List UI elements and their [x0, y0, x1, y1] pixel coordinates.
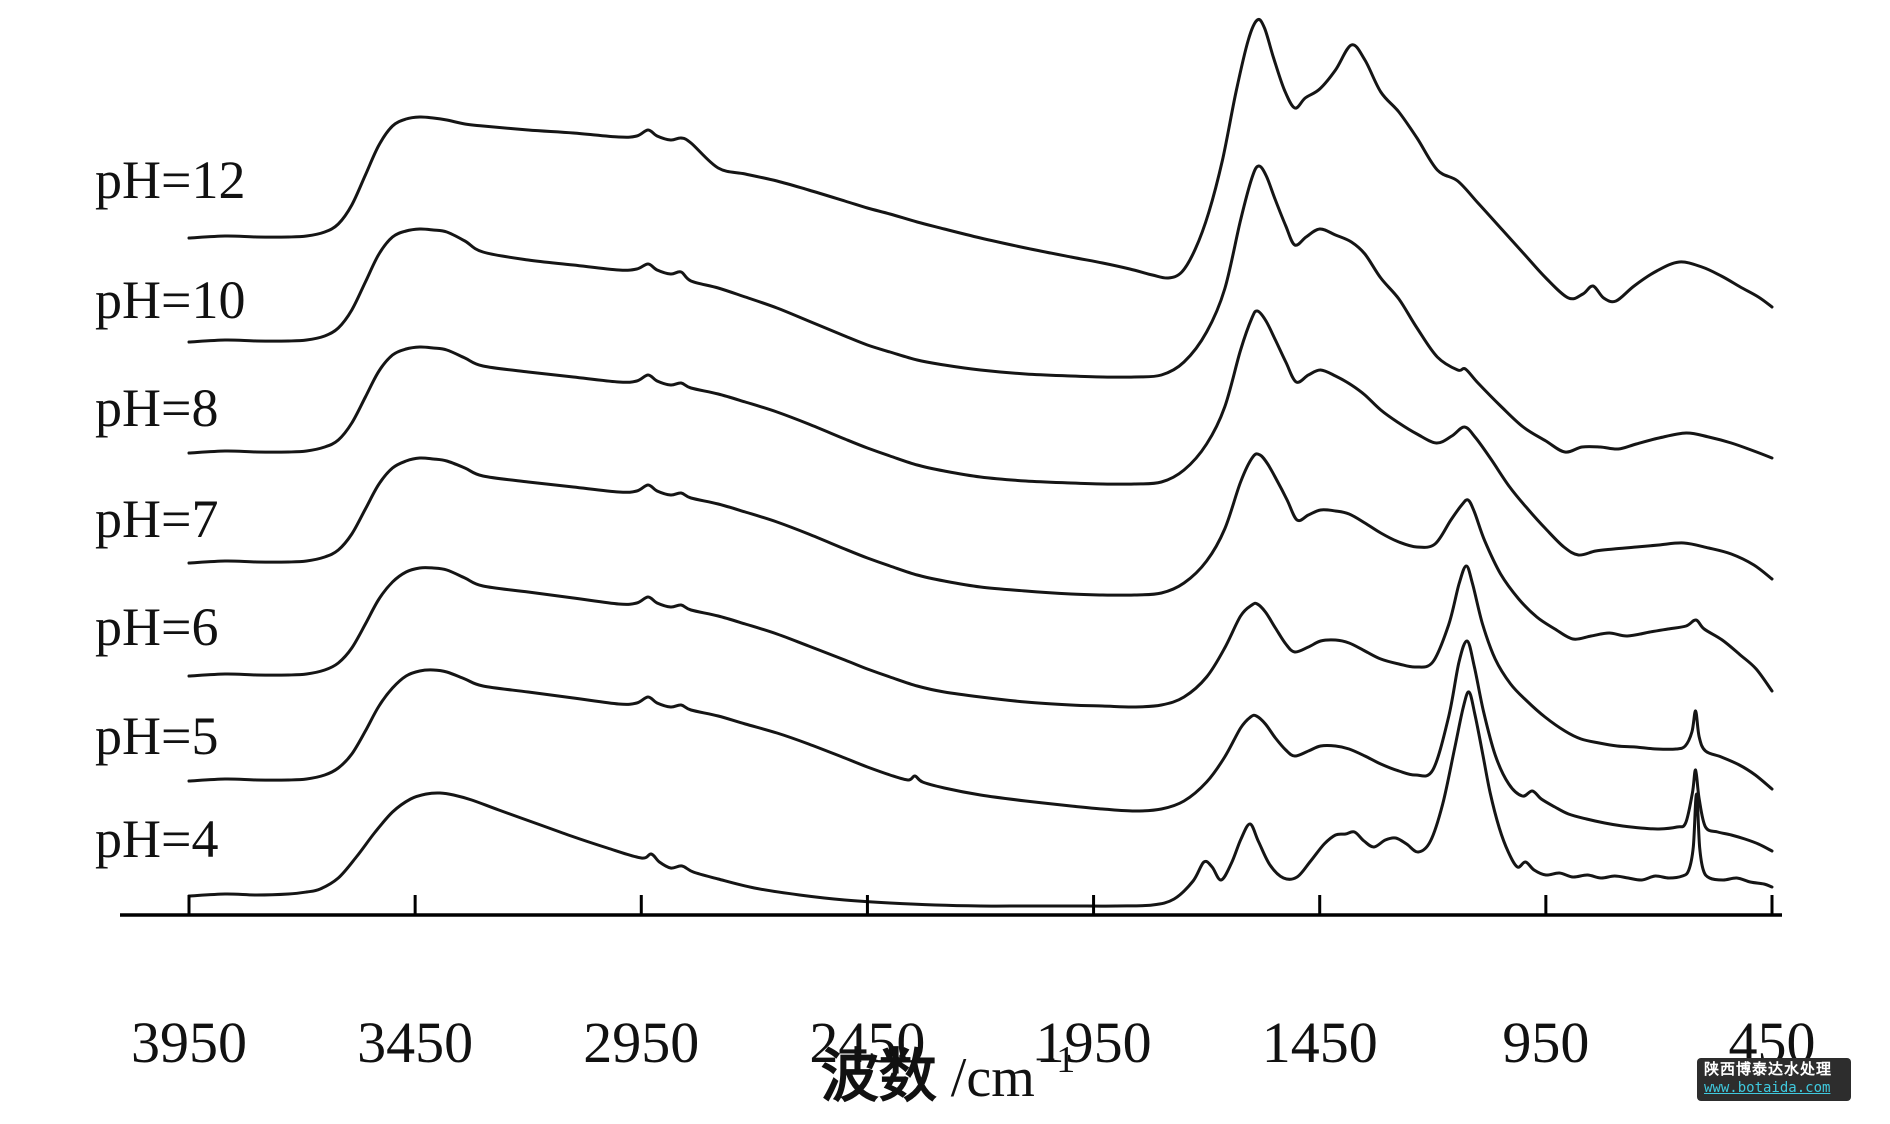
spectra-curves: [187, 18, 1774, 908]
curve-label-pH-7: pH=7: [95, 489, 218, 549]
watermark: 陕西博泰达水处理 www.botaida.com: [1697, 1058, 1851, 1101]
x-tick-label-950: 950: [1502, 1010, 1589, 1075]
x-axis-title: 波数 /cm−1: [821, 1039, 1075, 1109]
curve-label-pH-12: pH=12: [95, 150, 245, 210]
spectrum-curve-pH-4: [187, 690, 1774, 908]
spectrum-curve-pH-7: [187, 452, 1774, 693]
curve-labels: pH=12 pH=10 pH=8 pH=7 pH=6 pH=5 pH=4: [95, 150, 245, 869]
x-tick-label-1950: 1950: [1036, 1010, 1152, 1075]
watermark-url-link[interactable]: www.botaida.com: [1704, 1080, 1831, 1097]
x-tick-label-2450: 2450: [809, 1010, 925, 1075]
x-tick-label-1450: 1450: [1262, 1010, 1378, 1075]
curve-label-pH-8: pH=8: [95, 378, 218, 438]
curve-label-pH-4: pH=4: [95, 809, 218, 869]
spectrum-curve-pH-5: [187, 639, 1774, 853]
spectrum-curve-pH-10: [187, 164, 1774, 460]
curve-label-pH-6: pH=6: [95, 597, 218, 657]
x-tick-label-3950: 3950: [131, 1010, 247, 1075]
x-tick-label-2950: 2950: [583, 1010, 699, 1075]
watermark-company-name: 陕西博泰达水处理: [1704, 1061, 1833, 1079]
spectrum-curve-pH-8: [187, 309, 1774, 581]
spectrum-curve-pH-6: [187, 564, 1774, 791]
x-tick-label-3450: 3450: [357, 1010, 473, 1075]
curve-label-pH-5: pH=5: [95, 706, 218, 766]
x-axis: 3950 3450 2950 2450 1950 1450 950 450: [120, 895, 1816, 1075]
spectrum-curve-pH-12: [187, 18, 1774, 309]
curve-label-pH-10: pH=10: [95, 270, 245, 330]
